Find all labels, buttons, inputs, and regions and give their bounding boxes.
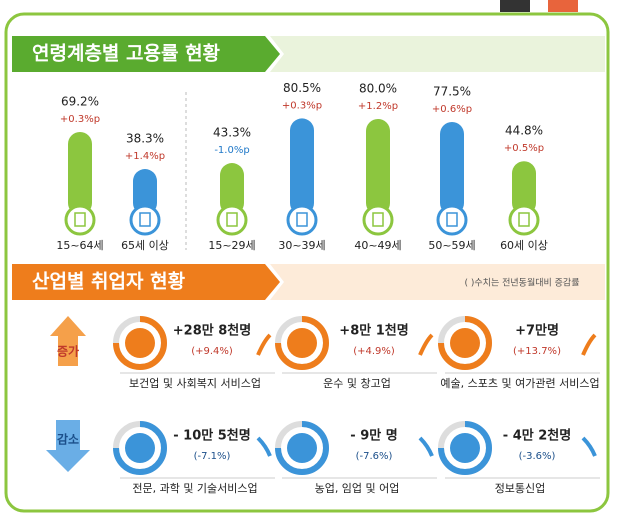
category-label: 15~29세 [208,239,255,252]
amount: +7만명 [515,323,559,339]
bar [366,119,390,215]
icon [125,433,155,463]
icon-doc [226,212,238,227]
value-label: 44.8% [505,124,543,138]
change-label: +0.3%p [282,100,322,111]
value-label: 43.3% [213,126,251,140]
change-label: +0.5%p [504,143,544,154]
icon [450,433,480,463]
increase-label: 증가 [57,344,79,359]
change-label: +0.6%p [432,104,472,115]
amount: +28만 8천명 [173,323,251,339]
category-label: 40~49세 [354,239,401,252]
banner-band [270,264,605,300]
icon [64,204,96,236]
icon-arc [438,316,492,370]
banner-band [270,36,605,72]
icon [287,328,317,358]
industry-label: 운수 및 창고업 [323,377,391,390]
industry-label: 농업, 임업 및 어업 [315,482,400,495]
category-label: 50~59세 [428,239,475,252]
category-label: 15~64세 [56,239,103,252]
value-label: 69.2% [61,94,99,108]
value-label: 38.3% [126,132,164,146]
change: (-7.6%) [356,451,393,462]
industry-label: 보건업 및 사회복지 서비스업 [129,377,261,390]
icon-doc [74,212,86,227]
icon-doc [518,212,530,227]
icon [286,204,318,236]
icon-doc [372,212,384,227]
trend-arrow [581,333,597,356]
bar [440,122,464,215]
trend-arrow [256,333,272,356]
bar [512,161,536,215]
change: (-3.6%) [519,451,556,462]
industry-label: 예술, 스포츠 및 여가관련 서비스업 [440,377,599,390]
amount: - 4만 2천명 [503,428,571,444]
icon [362,204,394,236]
change-label: +1.2%p [358,101,398,112]
trend-arrow [418,436,434,457]
section-title: 연령계층별 고용률 현황 [32,42,221,65]
amount: +8만 1천명 [339,323,408,339]
bar [290,118,314,215]
illustration [500,0,530,12]
illustration [548,0,578,12]
down-arrow [46,420,90,472]
banner [12,36,280,72]
icon [508,204,540,236]
icon [436,204,468,236]
icon [287,433,317,463]
banner [12,264,280,300]
icon-arc [113,421,167,475]
bar [68,131,92,215]
industry-label: 정보통신업 [495,482,546,495]
category-label: 30~39세 [278,239,325,252]
section-title: 산업별 취업자 현황 [32,270,186,293]
change-label: +1.4%p [125,151,165,162]
trend-arrow [581,436,597,457]
value-label: 77.5% [433,85,471,99]
change: (-7.1%) [194,451,231,462]
icon-doc [296,212,308,227]
change-label: -1.0%p [214,145,249,156]
value-label: 80.5% [283,81,321,95]
icon-arc [438,421,492,475]
note: ( )수치는 전년동월대비 증감률 [465,277,580,289]
change-label: +0.3%p [60,114,100,125]
icon-doc [446,212,458,227]
icon-doc [139,212,151,227]
change: (+13.7%) [513,346,561,357]
icon-arc [275,316,329,370]
bar [220,163,244,215]
category-label: 65세 이상 [121,239,169,252]
industry-label: 전문, 과학 및 기술서비스업 [132,482,257,495]
icon [125,328,155,358]
amount: - 9만 명 [350,428,397,444]
up-arrow [50,316,86,366]
amount: - 10만 5천명 [173,428,250,444]
change: (+9.4%) [191,346,233,357]
icon-arc [275,421,329,475]
value-label: 80.0% [359,82,397,96]
icon [450,328,480,358]
change: (+4.9%) [353,346,395,357]
icon [216,204,248,236]
category-label: 60세 이상 [500,239,548,252]
icon [129,204,161,236]
bar [133,169,157,215]
trend-arrow [256,436,272,457]
icon-arc [113,316,167,370]
decrease-label: 감소 [57,432,79,447]
trend-arrow [418,333,434,356]
